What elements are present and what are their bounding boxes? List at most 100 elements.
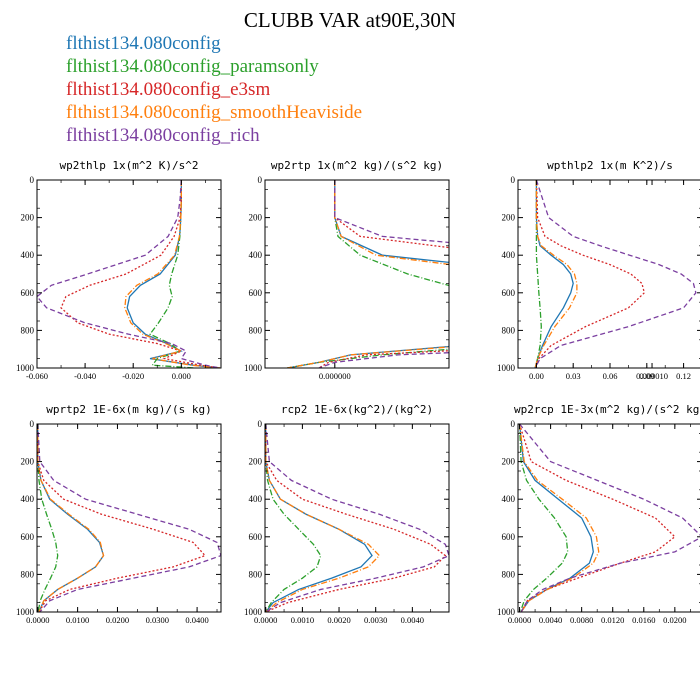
- profile-panel: wpthlp2 1x(m K^2)/s 0 200 400 600 800 1000 0.00…: [497, 159, 700, 381]
- legend-label: flthist134.080config_smoothHeaviside: [66, 102, 363, 123]
- y-tick-label: 200: [21, 457, 35, 467]
- series-line: [37, 424, 105, 612]
- y-tick-label: 600: [21, 288, 35, 298]
- legend-entry: flthist134.080config: [66, 32, 362, 55]
- y-tick-label: 400: [21, 250, 35, 260]
- x-tick-label: 0.0200: [106, 615, 129, 625]
- x-tick-label: 0.06: [603, 371, 618, 381]
- x-tick-label: 0.0040: [401, 615, 424, 625]
- profile-panel: wp2rcp 1E-3x(m^2 kg)/(s^2 kg) 0 200 400 600 8…: [497, 403, 700, 625]
- plot-frame: [264, 179, 450, 369]
- x-tick-label: 0.0040: [539, 615, 562, 625]
- x-tick-label: 0.0400: [185, 615, 208, 625]
- y-tick-label: 600: [249, 532, 263, 542]
- x-tick-label: 0.09: [639, 371, 654, 381]
- x-tick-label: 0.03: [566, 371, 581, 381]
- plot-frame: [36, 423, 222, 613]
- y-tick-label: 200: [502, 457, 516, 467]
- series-line: [37, 424, 105, 612]
- legend-entry: flthist134.080config_e3sm: [66, 78, 362, 101]
- x-tick-label: 0.0020: [327, 615, 350, 625]
- series-line: [534, 180, 646, 368]
- series-line: [60, 180, 220, 368]
- y-tick-label: 1000: [244, 607, 263, 617]
- panel-title: wp2rtp 1x(m^2 kg)/(s^2 kg): [271, 159, 443, 172]
- series-line: [318, 180, 449, 368]
- x-tick-label: -0.020: [122, 371, 144, 381]
- x-tick-label: 0.0080: [570, 615, 593, 625]
- profile-panel: wp2rtp 1x(m^2 kg)/(s^2 kg) 0 200 400 600 800 1…: [244, 159, 668, 381]
- series-line: [518, 424, 594, 612]
- x-tick-label: 0.0000: [26, 615, 49, 625]
- y-tick-label: 400: [21, 494, 35, 504]
- plot-frame: [517, 423, 700, 613]
- series-line: [37, 180, 220, 368]
- series-line: [287, 180, 449, 368]
- y-tick-label: 0: [258, 175, 263, 185]
- y-tick-label: 400: [249, 250, 263, 260]
- series-line: [518, 424, 569, 612]
- profile-panel: wprtp2 1E-6x(m kg)/(s kg) 0 200 400 600 800 10…: [16, 403, 222, 625]
- y-tick-label: 800: [249, 569, 263, 579]
- y-tick-label: 0: [511, 419, 516, 429]
- series-line: [318, 180, 449, 368]
- y-tick-label: 800: [502, 325, 516, 335]
- y-tick-label: 600: [502, 288, 516, 298]
- x-tick-label: 0.0120: [601, 615, 624, 625]
- series-line: [124, 180, 220, 368]
- series-line: [37, 424, 207, 612]
- x-tick-label: 0.0160: [632, 615, 655, 625]
- x-tick-label: 0.000000: [319, 371, 351, 381]
- y-tick-label: 1000: [16, 607, 35, 617]
- x-tick-label: 0.0010: [291, 615, 314, 625]
- panel-title: rcp2 1E-6x(kg^2)/(kg^2): [281, 403, 433, 416]
- legend-entry: flthist134.080config_rich: [66, 124, 362, 147]
- x-tick-label: 0.00: [529, 371, 544, 381]
- y-tick-label: 400: [502, 494, 516, 504]
- plot-frame: [264, 423, 450, 613]
- series-line: [534, 180, 542, 368]
- y-tick-label: 400: [249, 494, 263, 504]
- legend-label: flthist134.080config_e3sm: [66, 79, 271, 100]
- x-tick-label: 0.0300: [146, 615, 169, 625]
- y-tick-label: 0: [30, 175, 35, 185]
- y-tick-label: 400: [502, 250, 516, 260]
- profile-panel: wp2thlp 1x(m^2 K)/s^202004006008001000-0…: [16, 159, 222, 381]
- x-tick-label: 0.0030: [364, 615, 387, 625]
- legend-entry: flthist134.080config_paramsonly: [66, 55, 362, 78]
- y-tick-label: 1000: [244, 363, 263, 373]
- panel-title: wprtp2 1E-6x(m kg)/(s kg): [46, 403, 212, 416]
- panel-title: wp2rcp 1E-3x(m^2 kg)/(s^2 kg): [514, 403, 700, 416]
- chart-title: CLUBB VAR at90E,30N: [243, 8, 457, 32]
- legend-entry: flthist134.080config_smoothHeaviside: [66, 101, 362, 124]
- series-line: [265, 424, 381, 612]
- y-tick-label: 800: [21, 569, 35, 579]
- profile-panel: rcp2 1E-6x(kg^2)/(kg^2) 0 200 400 600 800 1000…: [244, 403, 450, 625]
- y-tick-label: 0: [258, 419, 263, 429]
- x-tick-label: 0.000: [172, 371, 191, 381]
- x-tick-label: 0.0100: [66, 615, 89, 625]
- x-tick-label: 0.12: [676, 371, 691, 381]
- legend-label: flthist134.080config: [66, 33, 221, 54]
- series-line: [37, 424, 221, 612]
- x-tick-label: 0.000010: [636, 371, 668, 381]
- y-tick-label: 200: [502, 213, 516, 223]
- panel-title: wpthlp2 1x(m K^2)/s: [547, 159, 673, 172]
- y-tick-label: 200: [21, 213, 35, 223]
- y-tick-label: 1000: [16, 363, 35, 373]
- series-line: [534, 180, 578, 368]
- y-tick-label: 1000: [497, 363, 516, 373]
- y-tick-label: 600: [21, 532, 35, 542]
- series-line: [518, 424, 676, 612]
- y-tick-label: 200: [249, 457, 263, 467]
- y-tick-label: 0: [30, 419, 35, 429]
- plot-frame: [36, 179, 222, 369]
- series-line: [265, 424, 322, 612]
- y-tick-label: 600: [249, 288, 263, 298]
- x-tick-label: -0.040: [74, 371, 96, 381]
- series-line: [534, 180, 697, 368]
- series-line: [519, 424, 700, 612]
- x-tick-label: 0.0200: [663, 615, 686, 625]
- series-line: [518, 424, 600, 612]
